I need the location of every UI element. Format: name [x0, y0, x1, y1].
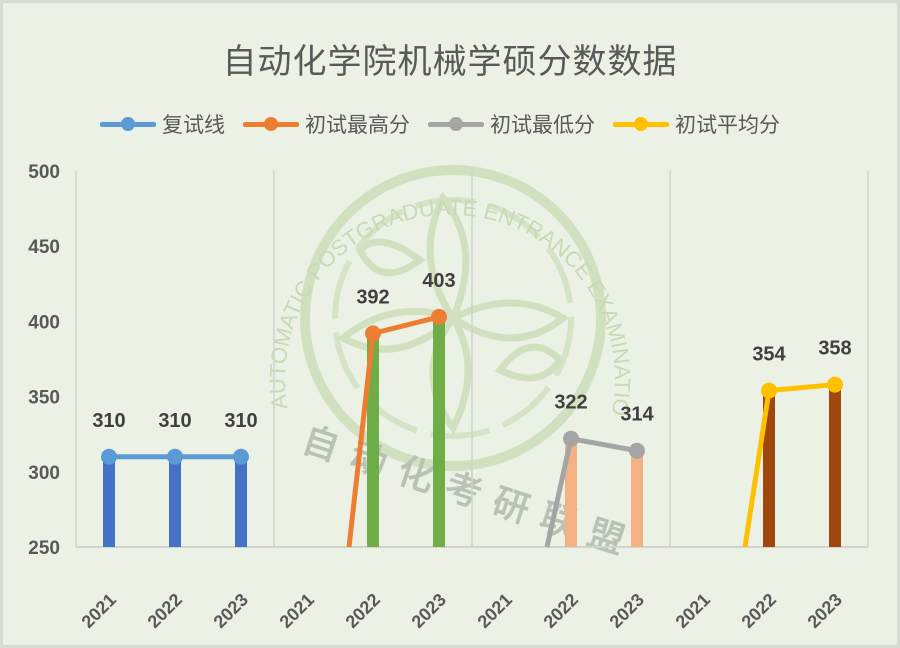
legend-label: 初试平均分 — [675, 113, 780, 137]
legend-item-min-score[interactable]: 初试最低分 — [428, 109, 595, 139]
data-point-marker[interactable] — [101, 448, 117, 465]
data-point-marker[interactable] — [827, 376, 843, 393]
x-tick-label: 2023 — [606, 590, 648, 632]
y-tick-label: 500 — [28, 162, 60, 183]
x-tick-label: 2021 — [276, 590, 318, 632]
x-tick-label: 2021 — [672, 590, 714, 632]
y-tick-label: 250 — [28, 538, 60, 559]
legend-item-max-score[interactable]: 初试最高分 — [243, 109, 410, 139]
y-tick-label: 400 — [28, 312, 60, 333]
legend-marker-icon — [428, 117, 484, 131]
y-tick-label: 350 — [28, 388, 60, 409]
data-label: 358 — [818, 338, 851, 360]
chart-legend: 复试线 初试最高分 初试最低分 初试平均分 — [100, 110, 890, 138]
data-label: 403 — [422, 270, 455, 292]
data-point-marker[interactable] — [761, 382, 777, 399]
x-tick-label: 2023 — [408, 590, 450, 632]
legend-label: 初试最高分 — [305, 113, 410, 137]
data-point-marker[interactable] — [365, 325, 381, 342]
data-label: 310 — [224, 410, 257, 432]
value-bar[interactable] — [433, 316, 445, 547]
value-bar[interactable] — [631, 450, 643, 547]
data-point-marker[interactable] — [563, 430, 579, 447]
legend-item-avg-score[interactable]: 初试平均分 — [613, 109, 780, 139]
legend-label: 初试最低分 — [490, 113, 595, 137]
series-line[interactable] — [742, 382, 836, 548]
data-point-marker[interactable] — [431, 308, 447, 325]
legend-item-retest-line[interactable]: 复试线 — [100, 109, 225, 139]
value-bar[interactable] — [763, 390, 775, 547]
y-tick-label: 300 — [28, 463, 60, 484]
data-point-marker[interactable] — [167, 448, 183, 465]
x-tick-label: 2022 — [342, 590, 384, 632]
x-tick-label: 2021 — [78, 590, 120, 632]
svg-text:AUTOMATIC POSTGRADUATE ENTRANC: AUTOMATIC POSTGRADUATE ENTRANCE EXAMINAT… — [0, 0, 635, 418]
legend-marker-icon — [243, 117, 299, 131]
x-tick-label: 2022 — [738, 590, 780, 632]
data-label: 392 — [356, 286, 389, 308]
data-point-marker[interactable] — [233, 448, 249, 465]
watermark-logo-icon: AUTOMATIC POSTGRADUATE ENTRANCE EXAMINAT… — [0, 0, 643, 567]
value-bar[interactable] — [367, 333, 379, 547]
value-bar[interactable] — [565, 438, 577, 547]
legend-label: 复试线 — [162, 113, 225, 137]
chart-title: 自动化学院机械学硕分数数据 — [222, 42, 678, 82]
x-tick-label: 2023 — [210, 590, 252, 632]
data-label: 314 — [620, 404, 654, 426]
x-tick-label: 2023 — [804, 590, 846, 632]
data-point-marker[interactable] — [629, 442, 645, 459]
legend-marker-icon — [613, 117, 669, 131]
value-bar[interactable] — [235, 456, 247, 547]
value-bar[interactable] — [829, 384, 841, 547]
value-bar[interactable] — [169, 456, 181, 547]
data-label: 354 — [752, 344, 786, 366]
x-tick-label: 2022 — [540, 590, 582, 632]
data-label: 322 — [554, 392, 587, 414]
x-tick-label: 2021 — [474, 590, 516, 632]
legend-marker-icon — [100, 117, 156, 131]
watermark-ring-text: AUTOMATIC POSTGRADUATE ENTRANCE EXAMINAT… — [0, 0, 635, 418]
data-label: 310 — [92, 410, 125, 432]
data-label: 310 — [158, 410, 191, 432]
y-tick-label: 450 — [28, 237, 60, 258]
x-tick-label: 2022 — [144, 590, 186, 632]
value-bar[interactable] — [103, 456, 115, 547]
